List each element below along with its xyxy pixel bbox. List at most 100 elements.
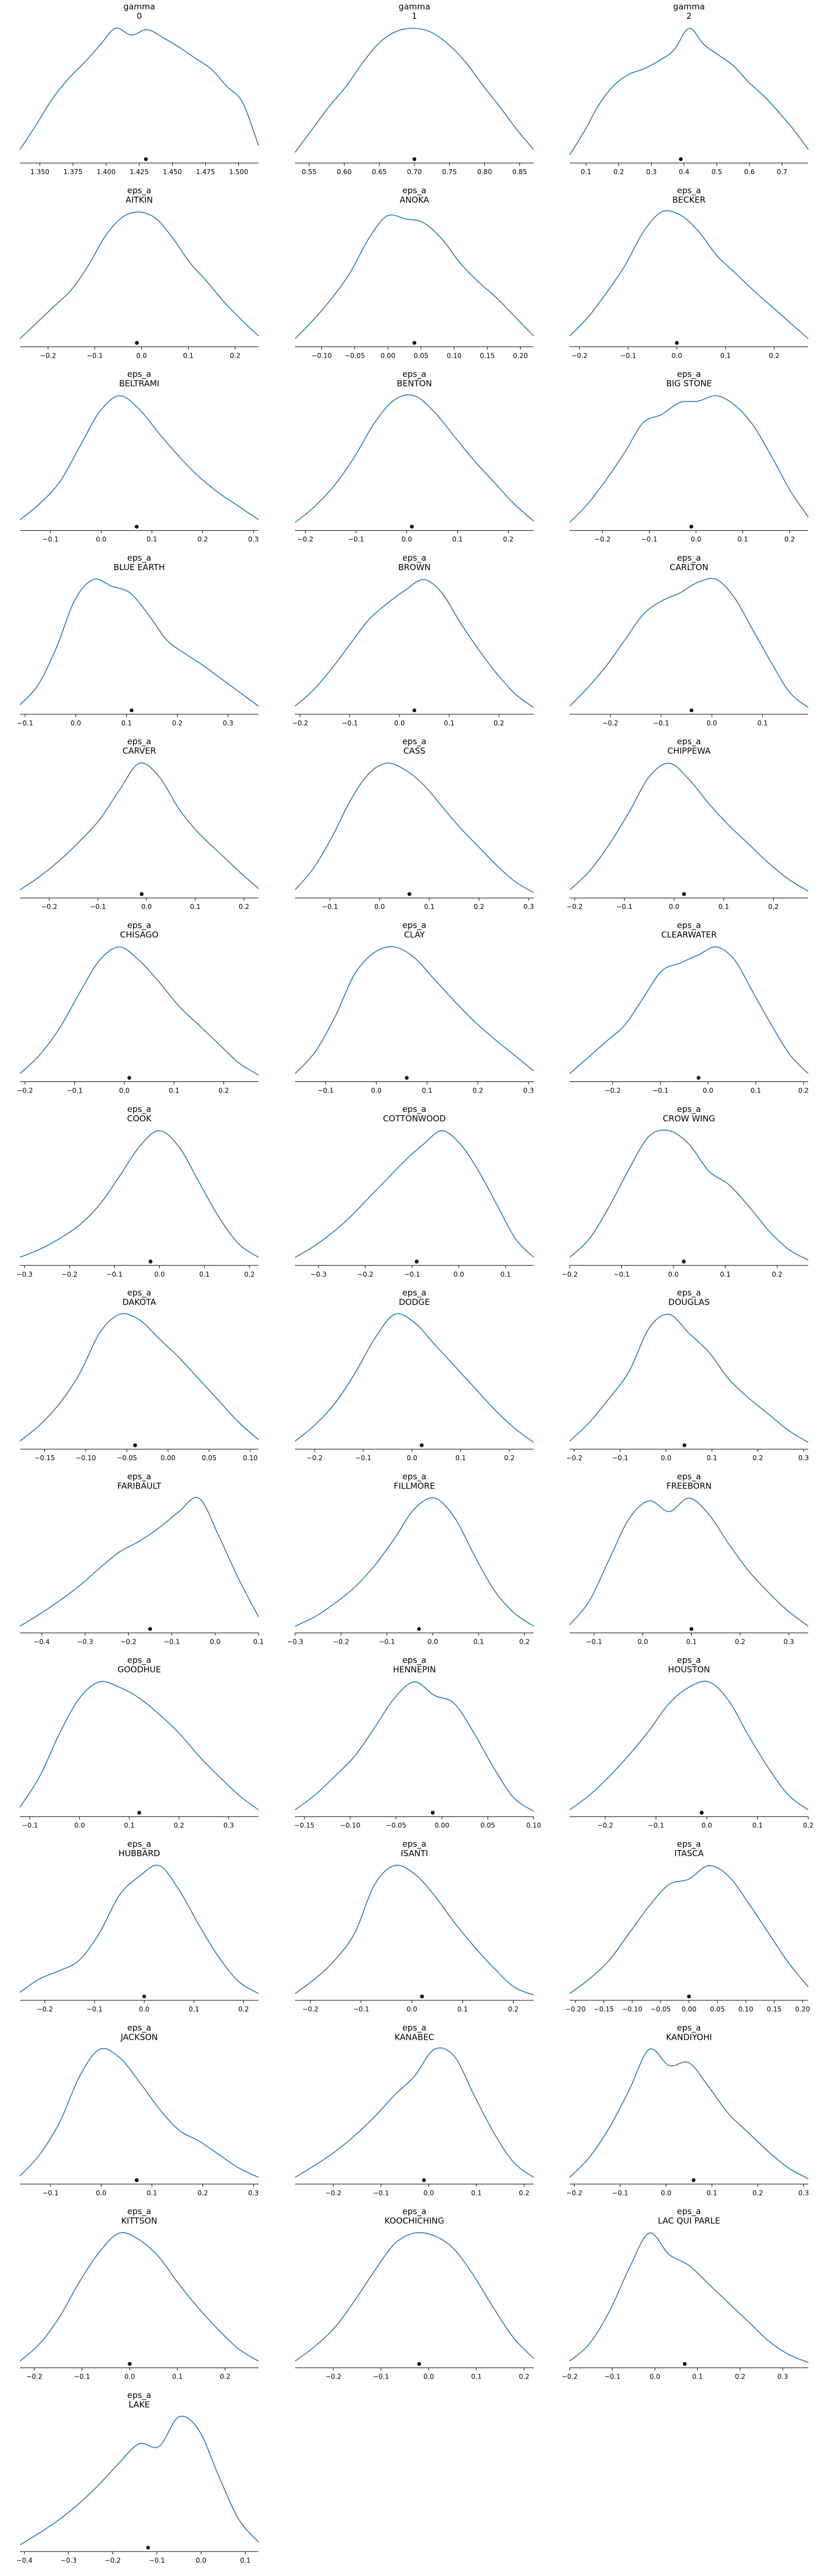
x-tick-label: 0.1 xyxy=(471,2373,482,2381)
mean-marker xyxy=(682,1443,687,1447)
x-tick-label: 0.80 xyxy=(477,168,492,176)
x-tick-label: 0.1 xyxy=(707,1454,717,1462)
x-tick-label: −0.1 xyxy=(67,1087,83,1095)
plot-subtitle: BECKER xyxy=(672,195,706,205)
x-tick-label: 0.1 xyxy=(473,1638,484,1645)
x-tick-label: 0.3 xyxy=(523,1087,534,1095)
plot-subtitle: JACKSON xyxy=(120,2032,158,2042)
density-curve xyxy=(19,578,259,707)
x-tick-label: −0.1 xyxy=(614,1271,630,1278)
x-tick-label: −0.3 xyxy=(77,1638,93,1645)
density-curve xyxy=(569,763,809,892)
x-tick-label: −0.1 xyxy=(653,719,669,727)
density-curve xyxy=(19,1864,259,1994)
plot-subtitle: 2 xyxy=(686,11,692,21)
x-tick-label: 0.1 xyxy=(757,719,768,727)
x-tick-label: −0.2 xyxy=(605,1087,621,1095)
density-curve xyxy=(569,1129,809,1261)
plot-subtitle: HUBBARD xyxy=(118,1848,160,1858)
plot-subtitle: KITTSON xyxy=(121,2216,158,2226)
mean-marker xyxy=(128,2362,132,2366)
x-tick-label: 0.15 xyxy=(480,352,495,359)
x-tick-label: 0.3 xyxy=(798,1454,809,1462)
x-tick-label: 0.2 xyxy=(772,1271,782,1278)
x-tick-label: 0.1 xyxy=(190,903,200,911)
x-tick-label: 0.10 xyxy=(738,2005,753,2013)
x-tick-label: −0.05 xyxy=(650,2005,671,2013)
x-tick-label: 0.3 xyxy=(224,1822,234,1830)
x-tick-label: −0.2 xyxy=(325,2189,341,2197)
x-tick-label: 1.425 xyxy=(130,168,149,176)
x-tick-label: 0.00 xyxy=(434,1822,449,1830)
x-tick-label: −0.2 xyxy=(602,719,619,727)
x-tick-label: 0.0 xyxy=(637,1638,648,1645)
x-tick-label: 0.0 xyxy=(707,719,717,727)
x-tick-label: −0.10 xyxy=(622,2005,642,2013)
plot-subtitle: COOK xyxy=(127,1114,152,1124)
plot-title: eps_a xyxy=(127,1655,151,1666)
plot-subtitle: HOUSTON xyxy=(668,1665,710,1675)
x-tick-label: 0.2 xyxy=(784,536,795,543)
x-tick-label: 0.1 xyxy=(457,2005,468,2013)
x-tick-label: 0.3 xyxy=(646,168,657,176)
density-curve xyxy=(295,1130,534,1258)
x-tick-label: 0.0 xyxy=(394,719,405,727)
x-tick-label: 0.0 xyxy=(74,1822,85,1830)
plot-subtitle: CROW WING xyxy=(663,1114,715,1124)
x-tick-label: −0.1 xyxy=(355,1454,371,1462)
x-tick-label: −0.2 xyxy=(17,1087,33,1095)
x-tick-label: 0.0 xyxy=(691,536,701,543)
x-tick-label: 0.1 xyxy=(737,536,748,543)
x-tick-label: −0.2 xyxy=(297,536,313,543)
x-tick-label: −0.1 xyxy=(373,2189,389,2197)
x-tick-label: 0.2 xyxy=(172,719,183,727)
plot-title: eps_a xyxy=(677,1839,701,1850)
plot-title: eps_a xyxy=(402,921,426,931)
mean-marker xyxy=(420,1994,424,1999)
plot-subtitle: AITKIN xyxy=(125,195,153,205)
mean-marker xyxy=(135,2178,139,2182)
x-tick-label: 0.10 xyxy=(243,1454,258,1462)
x-tick-label: 0.5 xyxy=(712,168,722,176)
x-tick-label: −0.1 xyxy=(620,352,636,359)
x-tick-label: −0.1 xyxy=(652,1087,668,1095)
x-tick-label: −0.1 xyxy=(348,536,364,543)
density-curve xyxy=(569,210,809,339)
x-tick-label: −0.2 xyxy=(41,903,57,911)
x-tick-label: −0.1 xyxy=(616,903,632,911)
x-tick-label: −0.2 xyxy=(105,2557,121,2564)
plot-subtitle: DODGE xyxy=(399,1297,430,1307)
x-tick-label: 0.2 xyxy=(174,1822,184,1830)
x-tick-label: 0.1 xyxy=(718,903,729,911)
plot-title: eps_a xyxy=(402,2023,426,2033)
x-tick-label: −0.2 xyxy=(292,719,308,727)
x-tick-label: 0.1 xyxy=(752,1822,763,1830)
plot-subtitle: FARIBAULT xyxy=(117,1481,161,1491)
x-tick-label: 1.350 xyxy=(31,168,49,176)
mean-marker xyxy=(412,157,417,161)
plot-title: eps_a xyxy=(402,736,426,747)
density-curve xyxy=(295,1497,534,1627)
x-tick-label: −0.1 xyxy=(612,2189,628,2197)
x-tick-label: 1.475 xyxy=(196,168,215,176)
x-tick-label: 0.1 xyxy=(751,1087,761,1095)
x-tick-label: −0.1 xyxy=(373,2373,389,2381)
plot-subtitle: CARVER xyxy=(123,746,156,756)
x-tick-label: −0.10 xyxy=(311,352,332,359)
mean-marker xyxy=(412,708,417,713)
density-curve xyxy=(295,579,534,708)
x-tick-label: 1.450 xyxy=(163,168,182,176)
x-tick-label: −0.1 xyxy=(164,1638,180,1645)
x-tick-label: −0.1 xyxy=(317,1087,333,1095)
